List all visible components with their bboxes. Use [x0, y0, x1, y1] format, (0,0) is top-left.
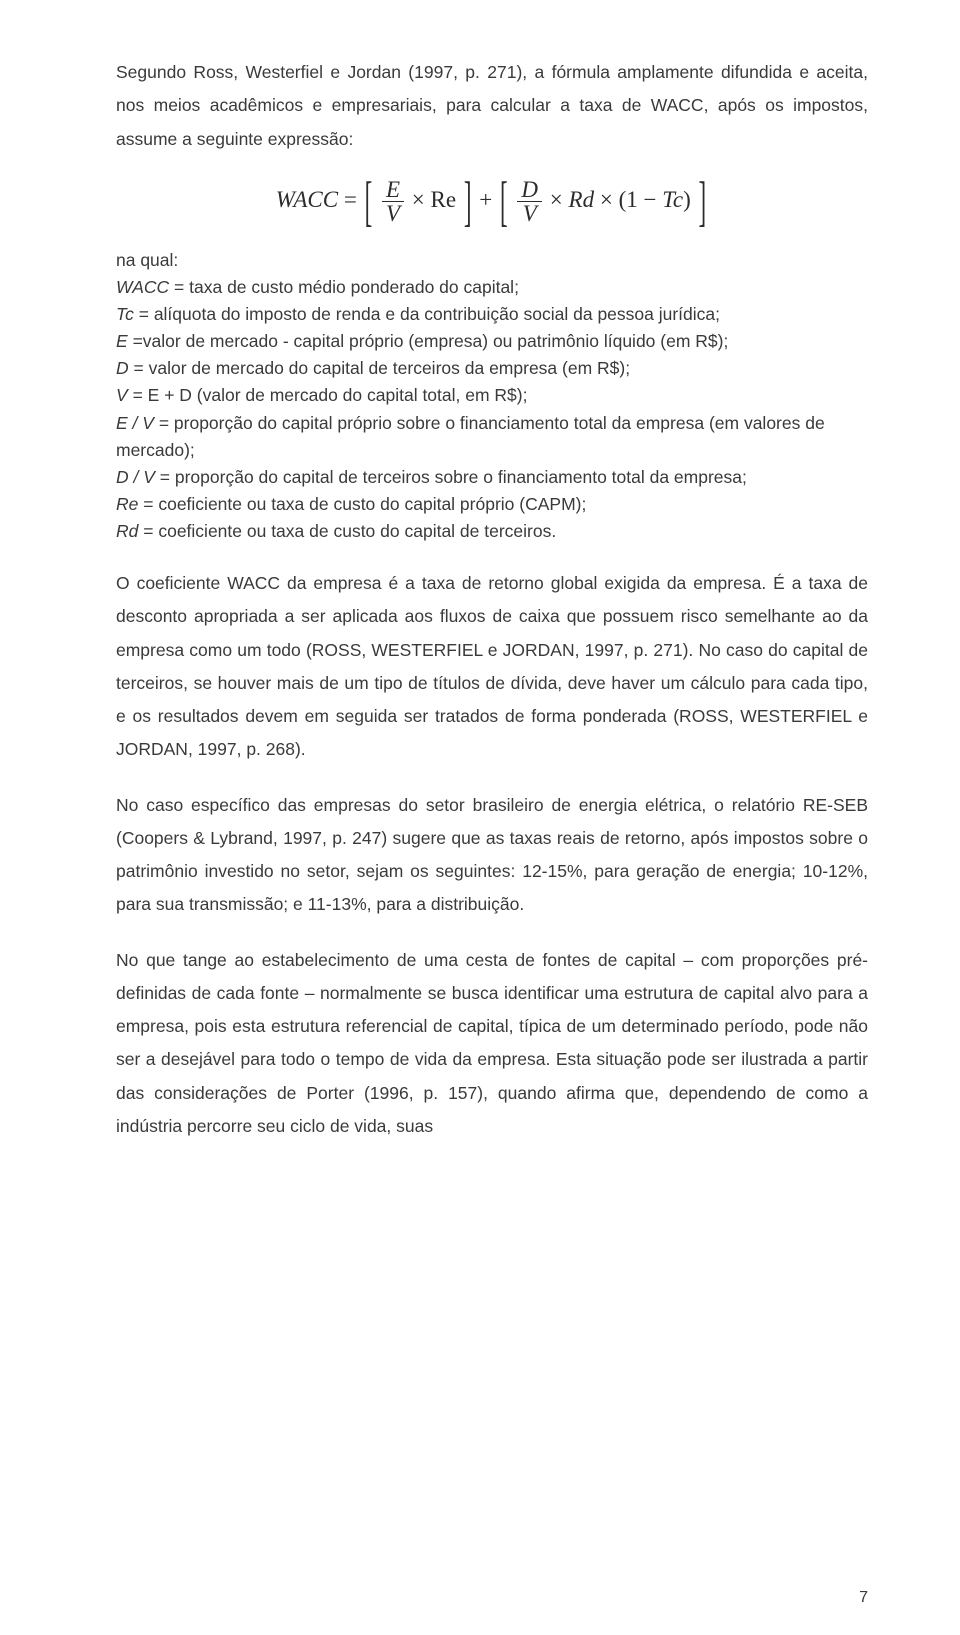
def-text: coeficiente ou taxa de custo do capital …: [158, 494, 586, 514]
def-sep: =: [133, 331, 143, 351]
tc-term: Tc: [662, 187, 683, 212]
def-sep: =: [133, 385, 148, 405]
def-text: valor de mercado - capital próprio (empr…: [143, 331, 729, 351]
def-sep: =: [134, 358, 149, 378]
def-text: coeficiente ou taxa de custo do capital …: [158, 521, 556, 541]
fraction-d-over-v: D V: [517, 178, 542, 225]
frac2-num: D: [517, 178, 542, 201]
def-row: D / V = proporção do capital de terceiro…: [116, 464, 868, 491]
times-2: ×: [550, 187, 563, 212]
def-text: taxa de custo médio ponderado do capital…: [189, 277, 519, 297]
def-label: D / V: [116, 467, 155, 487]
def-label: Rd: [116, 521, 138, 541]
def-label: D: [116, 358, 129, 378]
bracket-left-1: [: [365, 174, 373, 229]
re-term: Re: [431, 187, 457, 212]
definitions-block: na qual: WACC = taxa de custo médio pond…: [116, 247, 868, 545]
rd-term: Rd: [569, 187, 595, 212]
plus: +: [479, 187, 492, 212]
times-3: ×: [600, 187, 613, 212]
def-text: E + D (valor de mercado do capital total…: [148, 385, 528, 405]
page-number: 7: [859, 1583, 868, 1613]
def-row: E =valor de mercado - capital próprio (e…: [116, 328, 868, 355]
def-label: Tc: [116, 304, 134, 324]
def-label: Re: [116, 494, 138, 514]
def-row: Tc = alíquota do imposto de renda e da c…: [116, 301, 868, 328]
def-row: V = E + D (valor de mercado do capital t…: [116, 382, 868, 409]
times-1: ×: [412, 187, 425, 212]
def-text: valor de mercado do capital de terceiros…: [149, 358, 630, 378]
defs-lead: na qual:: [116, 247, 868, 274]
wacc-formula: WACC = [ E V × Re ] + [ D V × Rd × (1 − …: [116, 178, 868, 225]
def-label: V: [116, 385, 128, 405]
frac2-den: V: [517, 201, 542, 225]
def-text: proporção do capital de terceiros sobre …: [175, 467, 747, 487]
def-sep: =: [143, 521, 158, 541]
def-row: D = valor de mercado do capital de terce…: [116, 355, 868, 382]
frac1-den: V: [382, 201, 404, 225]
bracket-left-2: [: [500, 174, 508, 229]
frac1-num: E: [382, 178, 404, 201]
bracket-right-1: ]: [464, 174, 472, 229]
def-sep: =: [174, 277, 189, 297]
def-sep: =: [143, 494, 158, 514]
paragraph-3: No que tange ao estabelecimento de uma c…: [116, 944, 868, 1144]
def-row: Rd = coeficiente ou taxa de custo do cap…: [116, 518, 868, 545]
close-paren: ): [683, 187, 691, 212]
fraction-e-over-v: E V: [382, 178, 404, 225]
paragraph-1: O coeficiente WACC da empresa é a taxa d…: [116, 567, 868, 767]
formula-eq: =: [344, 187, 357, 212]
def-row: WACC = taxa de custo médio ponderado do …: [116, 274, 868, 301]
def-row: Re = coeficiente ou taxa de custo do cap…: [116, 491, 868, 518]
def-sep: =: [139, 304, 154, 324]
def-text: alíquota do imposto de renda e da contri…: [154, 304, 720, 324]
formula-lhs: WACC: [276, 187, 338, 212]
def-label: E: [116, 331, 128, 351]
minus: −: [644, 187, 657, 212]
one: 1: [626, 187, 638, 212]
def-sep: =: [160, 467, 175, 487]
def-row: E / V = proporção do capital próprio sob…: [116, 410, 868, 464]
bracket-right-2: ]: [699, 174, 707, 229]
def-sep: =: [159, 413, 174, 433]
def-text: proporção do capital próprio sobre o fin…: [116, 413, 825, 460]
page: Segundo Ross, Westerfiel e Jordan (1997,…: [0, 0, 960, 1635]
intro-paragraph: Segundo Ross, Westerfiel e Jordan (1997,…: [116, 56, 868, 156]
paragraph-2: No caso específico das empresas do setor…: [116, 789, 868, 922]
def-label: E / V: [116, 413, 154, 433]
def-label: WACC: [116, 277, 169, 297]
